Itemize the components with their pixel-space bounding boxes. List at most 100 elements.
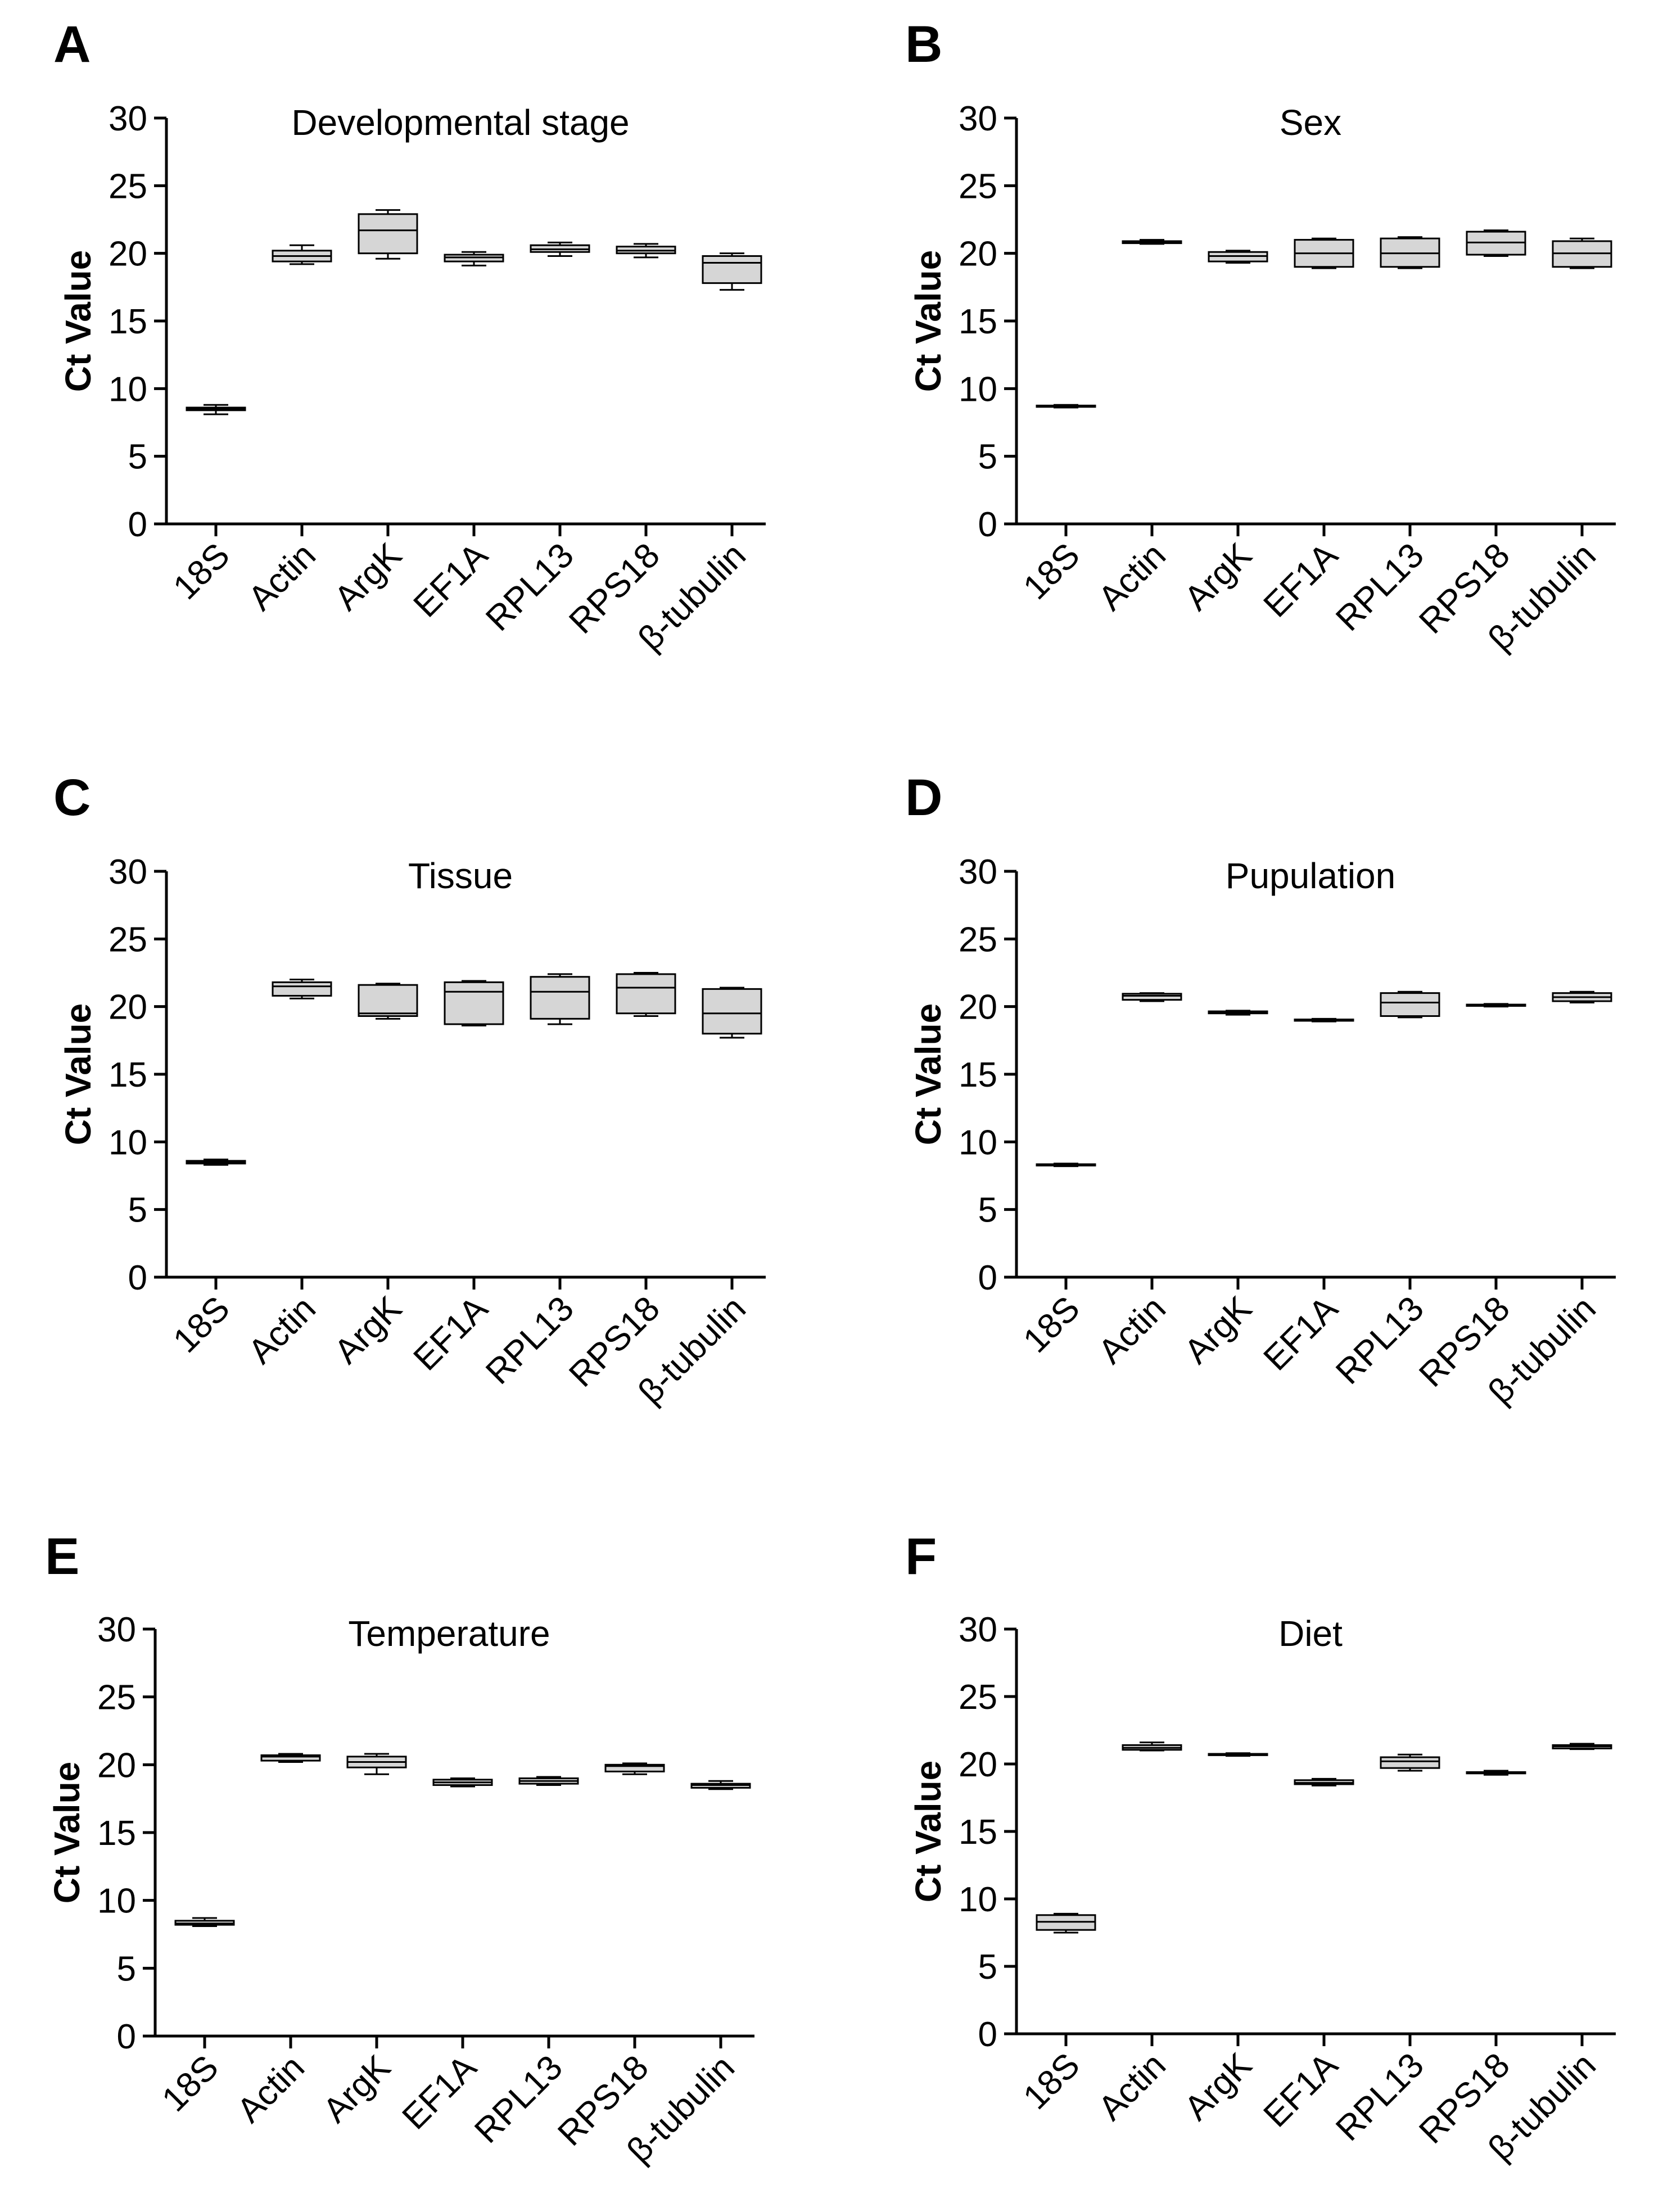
y-tick-label: 5 xyxy=(117,1949,136,1988)
y-tick-label: 30 xyxy=(109,99,147,138)
chart-panel-a: A Developmental stage 0 5 10 15 20 25 30 Ct Value… xyxy=(53,16,766,658)
category-label: RPL13 xyxy=(478,1289,581,1392)
category-label: 18S xyxy=(1016,2046,1087,2117)
y-tick-label: 20 xyxy=(109,235,147,274)
box-rps18 xyxy=(1466,1770,1526,1776)
chart-title: Tissue xyxy=(408,856,513,896)
box-ef1a xyxy=(1294,1017,1354,1023)
box-rps18 xyxy=(1466,1003,1526,1008)
box-rpl13 xyxy=(1380,990,1440,1019)
box-argk xyxy=(1208,1752,1268,1757)
panel-letter: A xyxy=(53,16,91,73)
category-label: ArgK xyxy=(1177,2046,1259,2128)
y-tick-label: 20 xyxy=(959,235,997,274)
y-tick-label: 10 xyxy=(109,370,147,409)
y-tick-label: 15 xyxy=(97,1814,136,1853)
box-ef1a xyxy=(1294,1777,1354,1786)
y-tick-label: 15 xyxy=(959,1813,997,1852)
y-tick-label: 10 xyxy=(109,1123,147,1162)
y-tick-label: 5 xyxy=(978,1948,997,1987)
category-label: ArgK xyxy=(1177,536,1259,618)
box-18s xyxy=(1036,1162,1096,1168)
box-rpl13 xyxy=(1380,1753,1440,1772)
y-axis-title: Ct Value xyxy=(908,1761,948,1903)
box-actin xyxy=(260,1753,321,1763)
box-tubulin xyxy=(690,1780,751,1790)
y-tick-label: 0 xyxy=(128,1259,147,1297)
category-label: RPL13 xyxy=(467,2048,570,2151)
box-body xyxy=(702,988,762,1035)
y-tick-label: 30 xyxy=(959,99,997,138)
box-actin xyxy=(1122,1741,1182,1752)
category-label: Actin xyxy=(1091,536,1173,618)
y-tick-label: 20 xyxy=(959,1745,997,1784)
category-label: RPL13 xyxy=(1328,2046,1431,2148)
y-tick-label: 15 xyxy=(959,302,997,341)
box-argk xyxy=(1208,1010,1268,1016)
box-18s xyxy=(1036,404,1096,409)
category-label: RPL13 xyxy=(1328,536,1431,639)
category-label: ArgK xyxy=(327,1289,409,1371)
chart-title: Developmental stage xyxy=(291,102,629,143)
panel-letter: B xyxy=(905,16,942,73)
box-argk xyxy=(358,209,418,260)
category-label: RPL13 xyxy=(478,536,581,639)
box-tubulin xyxy=(1552,1743,1612,1750)
y-axis-title: Ct Value xyxy=(58,1003,98,1146)
box-ef1a xyxy=(1294,237,1354,269)
box-ef1a xyxy=(444,980,504,1026)
category-label: ArgK xyxy=(327,536,409,618)
box-rps18 xyxy=(616,243,676,259)
box-18s xyxy=(174,1917,235,1928)
category-label: ArgK xyxy=(1177,1289,1259,1371)
box-18s xyxy=(1036,1912,1096,1934)
chart-title: Sex xyxy=(1280,102,1341,143)
y-tick-label: 20 xyxy=(959,988,997,1027)
box-body xyxy=(444,981,504,1025)
box-actin xyxy=(272,244,332,265)
box-tubulin xyxy=(1552,990,1612,1003)
panel-letter: C xyxy=(53,769,91,826)
box-body xyxy=(260,1754,321,1762)
box-ef1a xyxy=(432,1777,493,1788)
y-tick-label: 15 xyxy=(959,1056,997,1094)
box-18s xyxy=(186,404,246,415)
box-body xyxy=(1380,992,1440,1017)
box-tubulin xyxy=(702,252,762,291)
category-label: Actin xyxy=(1091,1289,1173,1371)
box-argk xyxy=(358,983,418,1020)
box-actin xyxy=(1122,992,1182,1002)
box-rpl13 xyxy=(530,241,590,257)
y-tick-label: 10 xyxy=(959,1880,997,1919)
box-body xyxy=(1122,993,1182,1001)
category-label: 18S xyxy=(1016,536,1087,607)
y-tick-label: 25 xyxy=(959,1678,997,1717)
panel-letter: F xyxy=(905,1528,937,1585)
y-tick-label: 0 xyxy=(117,2018,136,2056)
box-rps18 xyxy=(616,972,676,1017)
box-body xyxy=(530,976,590,1020)
box-rpl13 xyxy=(530,973,590,1025)
category-label: RPL13 xyxy=(1328,1289,1431,1392)
y-tick-label: 30 xyxy=(109,853,147,892)
box-actin xyxy=(1122,239,1182,245)
box-rpl13 xyxy=(518,1776,579,1786)
y-tick-label: 15 xyxy=(109,1056,147,1094)
category-label: 18S xyxy=(155,2048,226,2119)
category-label: 18S xyxy=(166,536,237,607)
box-rps18 xyxy=(1466,229,1526,257)
box-rpl13 xyxy=(1380,236,1440,269)
category-label: Actin xyxy=(1091,2046,1173,2128)
box-rps18 xyxy=(604,1762,665,1775)
box-body xyxy=(358,984,418,1017)
y-tick-label: 25 xyxy=(959,920,997,959)
box-argk xyxy=(346,1753,407,1775)
chart-title: Pupulation xyxy=(1226,856,1395,896)
y-tick-label: 20 xyxy=(97,1746,136,1785)
chart-title: Diet xyxy=(1278,1613,1343,1654)
y-axis-title: Ct Value xyxy=(47,1762,87,1904)
